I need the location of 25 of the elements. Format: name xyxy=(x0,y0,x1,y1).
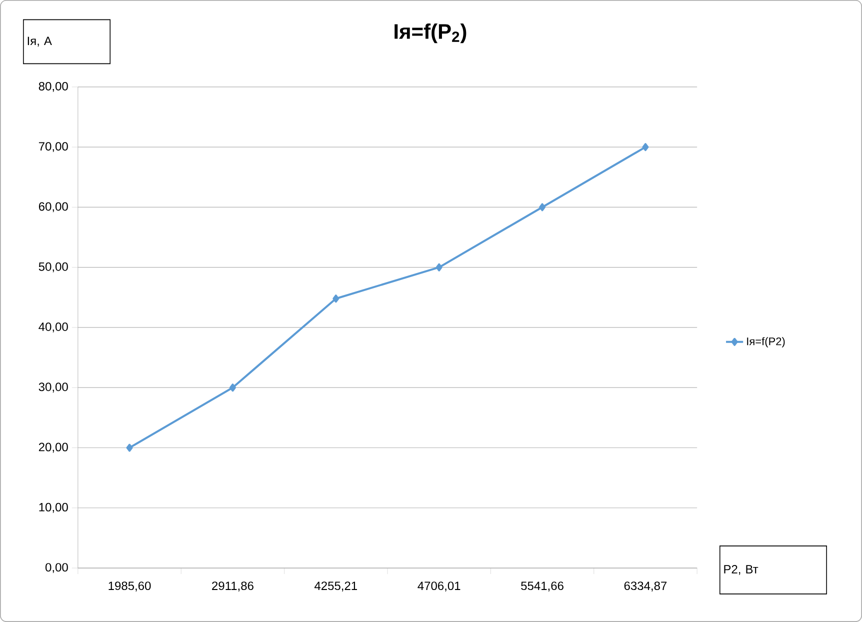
point xyxy=(436,263,442,272)
y-tick-label: 80,00 xyxy=(38,82,68,92)
y-tick-label: 20,00 xyxy=(38,442,68,453)
x-tick-label: 4255,21 xyxy=(314,582,357,592)
x-tick-label: 4706,01 xyxy=(418,582,460,592)
chart-title: Iя=f(P$_{2}$) xyxy=(394,24,466,44)
y-tick-label: 50,00 xyxy=(38,262,68,272)
x-axis-title: P2, Вт xyxy=(724,565,758,575)
x-tick-label: 2911,86 xyxy=(212,582,254,592)
y-tick-label: 70,00 xyxy=(38,142,68,152)
y-tick-label: 0,00 xyxy=(46,563,68,574)
point xyxy=(642,143,649,152)
point xyxy=(332,294,340,303)
y-tick-label: 40,00 xyxy=(38,322,68,332)
point xyxy=(539,203,546,212)
point xyxy=(229,384,236,392)
x-tick-label: 6334,87 xyxy=(624,582,667,592)
y-axis-title: Iя, А xyxy=(28,36,52,47)
x-tick-label: 1985,60 xyxy=(108,582,151,592)
y-tick-label: 30,00 xyxy=(38,382,68,393)
legend-label: Iя=f(P2) xyxy=(747,337,785,348)
x-tick-label: 5541,66 xyxy=(521,582,564,592)
point xyxy=(126,444,133,452)
y-tick-label: 10,00 xyxy=(39,502,68,513)
y-tick-label: 60,00 xyxy=(38,202,68,212)
